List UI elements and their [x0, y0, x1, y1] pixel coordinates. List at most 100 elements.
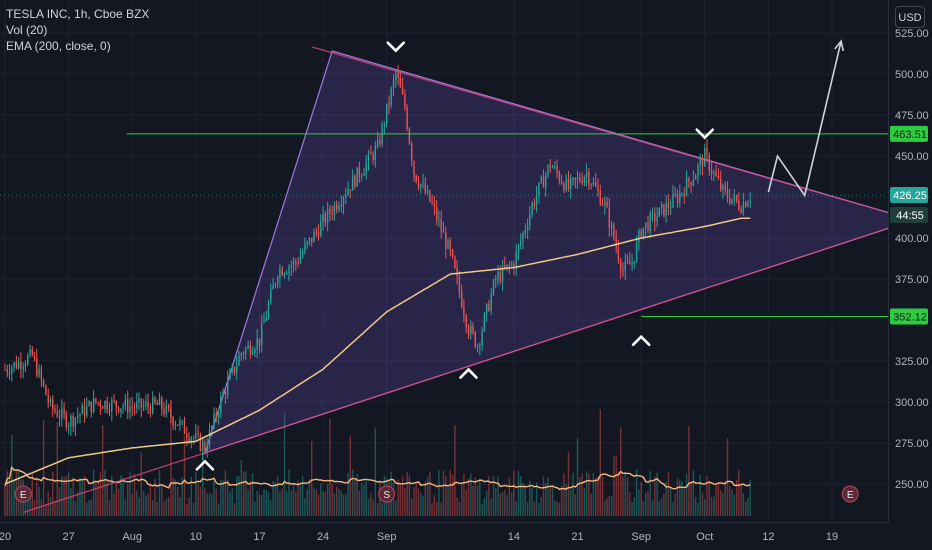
- volume-bar: [27, 501, 29, 516]
- candle-body: [490, 294, 492, 311]
- time-axis-tick-label: Oct: [696, 531, 713, 543]
- volume-bar: [283, 413, 286, 516]
- candle-body: [322, 214, 324, 222]
- symbol-title[interactable]: TESLA INC, 1h, Cboe BZX: [6, 7, 150, 21]
- volume-bar: [63, 477, 65, 516]
- candle-body: [511, 263, 513, 266]
- volume-bar: [404, 488, 406, 516]
- candle-body: [61, 408, 63, 419]
- volume-bar: [265, 489, 267, 516]
- pivot-high-marker: [386, 41, 406, 53]
- volume-bar: [117, 489, 120, 516]
- candle-body: [638, 230, 640, 242]
- candle-body: [481, 330, 483, 345]
- volume-bar: [376, 503, 379, 516]
- volume-bar: [172, 477, 174, 516]
- volume-indicator-label[interactable]: Vol (20): [6, 23, 48, 37]
- candle-body: [604, 201, 606, 205]
- candle-body: [122, 406, 124, 409]
- candle-body: [129, 406, 131, 413]
- candle-body: [329, 208, 331, 214]
- candle-body: [549, 165, 551, 168]
- candle-body: [658, 207, 660, 217]
- candle-body: [597, 186, 599, 191]
- volume-bar: [77, 491, 79, 516]
- candle-body: [461, 291, 463, 308]
- currency-button[interactable]: USD: [895, 6, 925, 28]
- volume-bar: [501, 491, 504, 516]
- volume-bar: [122, 477, 124, 516]
- candle-body: [429, 190, 431, 202]
- candle-body: [506, 264, 508, 268]
- volume-bar: [65, 476, 67, 516]
- volume-bar: [115, 482, 117, 516]
- candle-body: [472, 325, 474, 333]
- candle-body: [483, 313, 486, 331]
- volume-bar: [179, 497, 181, 516]
- volume-bar: [651, 500, 654, 516]
- volume-bar: [297, 480, 299, 516]
- volume-bar: [272, 480, 274, 516]
- volume-bar: [554, 500, 556, 516]
- price-axis-tick-label: 300.00: [895, 397, 929, 409]
- candle-body: [679, 193, 681, 203]
- volume-bar: [315, 489, 317, 516]
- volume-bar: [356, 473, 358, 516]
- candle-body: [363, 172, 365, 176]
- volume-bar: [670, 488, 672, 516]
- volume-bar: [572, 472, 574, 516]
- volume-bar: [529, 480, 531, 516]
- candle-body: [236, 365, 238, 373]
- ema-line: [4, 217, 751, 485]
- candle-body: [108, 409, 111, 412]
- volume-bar: [704, 499, 706, 516]
- volume-bar: [286, 491, 288, 516]
- price-axis-tick-label: 400.00: [895, 233, 929, 245]
- volume-bars: [4, 401, 751, 516]
- volume-bar: [142, 491, 145, 516]
- candle-body: [426, 190, 429, 193]
- volume-bar: [263, 489, 265, 516]
- volume-bar: [608, 496, 610, 516]
- candle-body: [497, 272, 499, 279]
- candle-body: [681, 193, 683, 195]
- volume-bar: [213, 480, 215, 516]
- candle-body: [624, 261, 626, 272]
- candle-body: [313, 231, 315, 243]
- candle-body: [601, 204, 604, 206]
- candle-body: [276, 278, 279, 284]
- volume-bar: [47, 491, 49, 516]
- candle-body: [583, 176, 586, 183]
- volume-bar: [726, 438, 729, 516]
- candle-body: [227, 379, 229, 395]
- volume-bar: [699, 474, 701, 516]
- volume-bar: [601, 476, 604, 516]
- countdown-tag: 44:55: [890, 206, 928, 223]
- volume-bar: [163, 502, 165, 516]
- candle-body: [324, 214, 326, 223]
- candle-body: [404, 93, 406, 108]
- volume-bar: [663, 493, 665, 516]
- candle-body: [742, 202, 745, 214]
- time-axis-tick-label: Sep: [377, 531, 397, 543]
- volume-bar: [629, 492, 631, 516]
- candle-body: [120, 408, 122, 412]
- candle-body: [220, 396, 222, 414]
- volume-bar: [11, 435, 13, 516]
- ema-indicator-label[interactable]: EMA (200, close, 0): [6, 39, 111, 53]
- candle-body: [670, 207, 672, 209]
- candle-body: [747, 202, 749, 207]
- candle-body: [470, 325, 472, 335]
- candle-body: [520, 241, 522, 246]
- candle-body: [317, 231, 320, 237]
- candle-body: [83, 405, 86, 416]
- volume-bar: [70, 488, 72, 516]
- volume-bar: [197, 483, 199, 516]
- candle-body: [58, 416, 61, 419]
- candle-body: [152, 397, 154, 414]
- candle-body: [52, 399, 54, 409]
- volume-bar: [183, 436, 186, 516]
- volume-bar: [161, 484, 163, 516]
- volume-bar: [492, 476, 495, 516]
